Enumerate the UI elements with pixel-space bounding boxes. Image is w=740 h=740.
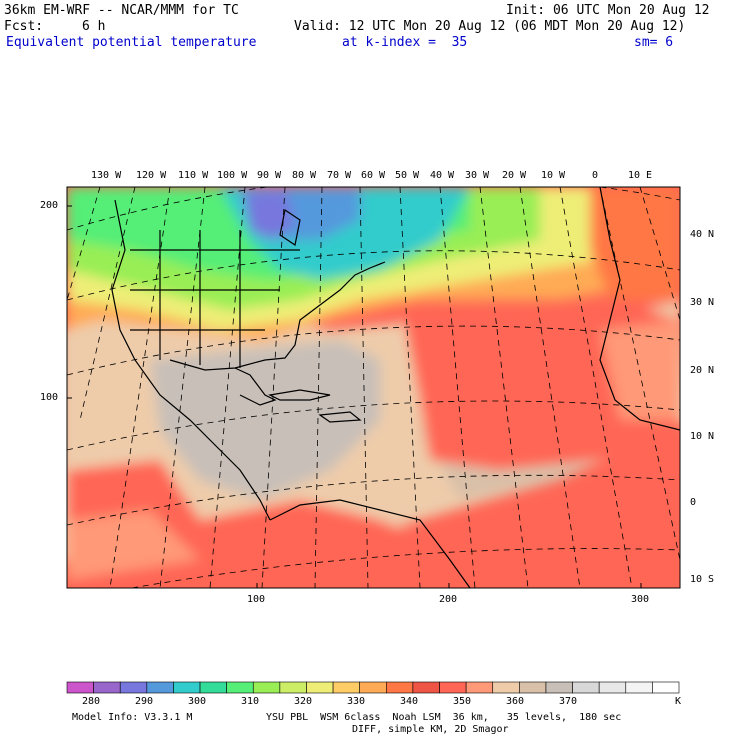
colorbar-label: 310: [241, 696, 260, 707]
lat-label: 10 N: [690, 431, 715, 442]
colorbar-swatch: [93, 681, 121, 694]
physics-info-line1: YSU PBL WSM 6class Noah LSM 36 km, 35 le…: [266, 712, 622, 723]
colorbar-label: 370: [559, 696, 578, 707]
lon-label: 10 W: [541, 170, 566, 181]
colorbar-swatch: [226, 681, 254, 694]
lon-label: 90 W: [257, 170, 282, 181]
latlon-grid: [67, 187, 680, 588]
lon-label: 80 W: [292, 170, 317, 181]
lon-label: 0: [592, 170, 599, 181]
lat-label: 30 N: [690, 297, 715, 308]
colorbar-swatch: [598, 681, 627, 694]
model-info: Model Info: V3.3.1 M: [72, 712, 193, 723]
colorbar-label: 280: [82, 696, 101, 707]
colorbar-swatch: [66, 681, 94, 694]
colorbar-swatch: [652, 681, 680, 694]
colorbar-swatch: [412, 681, 440, 694]
lat-label: 10 S: [690, 574, 715, 585]
lat-label: 0: [690, 497, 697, 508]
field-name: Equivalent potential temperature: [6, 35, 257, 50]
colorbar-swatch: [252, 681, 281, 694]
lon-label: 40 W: [430, 170, 455, 181]
colorbar-swatch: [146, 681, 174, 694]
colorbar-swatch: [173, 681, 201, 694]
grid-index-label: 300: [631, 594, 650, 605]
colorbar-label: 360: [506, 696, 525, 707]
colorbar-swatch: [625, 681, 653, 694]
lat-label: 20 N: [690, 365, 715, 376]
colorbar-swatch: [492, 681, 520, 694]
colorbar-swatch: [439, 681, 467, 694]
colorbar-swatch: [199, 681, 227, 694]
lon-label: 60 W: [361, 170, 386, 181]
model-title: 36km EM-WRF -- NCAR/MMM for TC: [4, 3, 239, 18]
smoothing-info: sm= 6: [634, 35, 674, 50]
colorbar-label: 300: [188, 696, 207, 707]
colorbar-swatch: [572, 681, 600, 694]
colorbar-swatch: [386, 681, 414, 694]
lon-label: 110 W: [178, 170, 209, 181]
colorbar-label: 320: [294, 696, 313, 707]
colorbar-label: 350: [453, 696, 472, 707]
grid-index-label: 200: [40, 200, 59, 211]
colorbar-swatch: [545, 681, 573, 694]
physics-info-line2: DIFF, simple KM, 2D Smagor: [352, 724, 509, 735]
axis-ticks: [67, 205, 642, 588]
init-time: Init: 06 UTC Mon 20 Aug 12: [506, 3, 710, 18]
colorbar-label: 330: [347, 696, 366, 707]
colorbar-swatch: [519, 681, 547, 694]
colorbar-swatch: [332, 681, 360, 694]
colorbar-label: 340: [400, 696, 419, 707]
lon-label: 120 W: [136, 170, 167, 181]
colorbar-swatch: [279, 681, 307, 694]
level-info: at k-index = 35: [342, 35, 468, 50]
colorbar-unit: K: [675, 696, 682, 707]
lat-label: 40 N: [690, 229, 715, 240]
coastlines: [111, 187, 680, 588]
grid-index-label: 200: [439, 594, 458, 605]
forecast-hour: 6 h: [82, 19, 106, 34]
lon-label: 100 W: [217, 170, 248, 181]
colorbar-swatch: [306, 681, 334, 694]
colorbar-swatch: [465, 681, 494, 694]
lon-label: 10 E: [628, 170, 653, 181]
grid-index-label: 100: [247, 594, 266, 605]
forecast-label: Fcst:: [4, 19, 44, 34]
lon-label: 70 W: [327, 170, 352, 181]
map-field: [67, 187, 680, 588]
valid-time: Valid: 12 UTC Mon 20 Aug 12 (06 MDT Mon …: [294, 19, 686, 34]
lon-label: 130 W: [91, 170, 122, 181]
lon-label: 50 W: [395, 170, 420, 181]
lon-label: 30 W: [465, 170, 490, 181]
grid-index-label: 100: [40, 392, 59, 403]
colorbar-swatch: [359, 681, 387, 694]
lon-label: 20 W: [502, 170, 527, 181]
colorbar-label: 290: [135, 696, 154, 707]
colorbar-swatch: [119, 681, 148, 694]
